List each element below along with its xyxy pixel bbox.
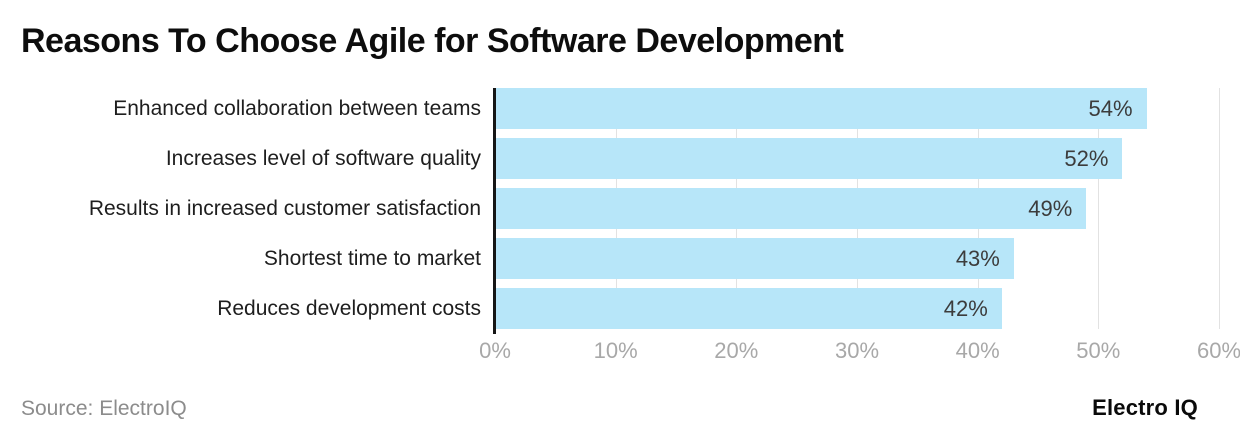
bar: 54% — [495, 88, 1147, 129]
category-label: Reduces development costs — [217, 297, 481, 320]
x-tick-label: 10% — [593, 338, 638, 363]
gridline-60 — [1219, 88, 1220, 329]
category-label: Enhanced collaboration between teams — [113, 97, 481, 120]
value-label: 54% — [1088, 95, 1133, 121]
value-label: 43% — [955, 245, 1000, 271]
chart-title: Reasons To Choose Agile for Software Dev… — [21, 22, 844, 60]
x-axis: 0% 10% 20% 30% 40% 50% 60% — [479, 338, 1240, 366]
y-axis-line — [493, 88, 496, 334]
value-label: 49% — [1028, 195, 1073, 221]
x-tick-label: 20% — [714, 338, 759, 363]
bar-track: 42% — [495, 288, 1219, 329]
x-tick-label: 40% — [955, 338, 1000, 363]
bar-track: 54% — [495, 88, 1219, 129]
x-tick-label: 0% — [479, 338, 511, 363]
bar-track: 49% — [495, 188, 1219, 229]
value-label: 42% — [943, 295, 988, 321]
x-tick-label: 60% — [1196, 338, 1240, 363]
category-label: Shortest time to market — [263, 247, 481, 270]
category-label: Results in increased customer satisfacti… — [88, 197, 481, 220]
source-note: Source: ElectroIQ — [21, 397, 187, 420]
bar-track: 52% — [495, 138, 1219, 179]
bar: 43% — [495, 238, 1014, 279]
bar-track: 43% — [495, 238, 1219, 279]
plot-area: Enhanced collaboration between teams 54%… — [20, 88, 1220, 334]
brand-logo: Electro IQ — [1092, 395, 1198, 420]
bar-chart: Enhanced collaboration between teams 54%… — [20, 88, 1240, 366]
bar: 52% — [495, 138, 1123, 179]
value-label: 52% — [1064, 145, 1109, 171]
category-label: Increases level of software quality — [165, 147, 481, 170]
bar: 42% — [495, 288, 1002, 329]
bar: 49% — [495, 188, 1087, 229]
x-tick-label: 50% — [1076, 338, 1121, 363]
x-tick-label: 30% — [834, 338, 880, 363]
